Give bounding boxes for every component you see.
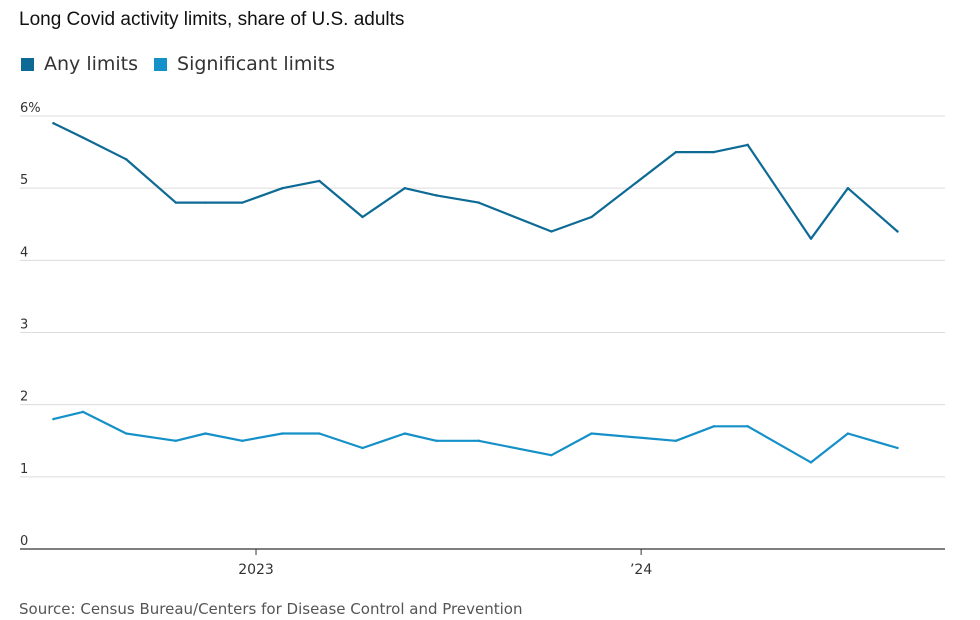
legend-swatch-any-limits [21, 57, 34, 71]
y-tick-label-4: 4 [20, 245, 28, 260]
data-point-s0-3 [174, 201, 178, 204]
y-tick-label-2: 2 [20, 390, 28, 405]
data-point-s1-12 [550, 453, 553, 457]
data-point-s1-14 [674, 439, 678, 442]
data-point-s0-6 [281, 186, 284, 190]
data-point-s0-10 [435, 194, 438, 197]
data-point-s1-15 [712, 425, 716, 428]
x-tick-label-0: 2023 [238, 562, 274, 578]
data-point-s0-16 [746, 143, 749, 147]
data-point-s1-19 [896, 446, 899, 450]
data-point-s0-0 [52, 122, 55, 125]
data-point-s1-3 [174, 439, 178, 442]
data-point-s1-1 [81, 410, 85, 414]
data-point-s1-11 [477, 439, 480, 442]
legend-item-significant-limits: Significant limits [154, 53, 335, 75]
data-point-s0-17 [809, 237, 813, 240]
data-point-s1-10 [435, 439, 438, 442]
y-tick-label-3: 3 [20, 318, 28, 333]
data-point-s1-4 [204, 432, 207, 435]
data-point-s0-4 [204, 201, 207, 204]
data-point-s0-19 [896, 230, 899, 233]
legend-item-any-limits: Any limits [21, 53, 138, 75]
source-note: Source: Census Bureau/Centers for Diseas… [19, 600, 523, 618]
data-point-s1-9 [403, 432, 406, 435]
data-point-s0-5 [241, 201, 244, 204]
data-point-s0-12 [550, 230, 553, 233]
chart-title: Long Covid activity limits, share of U.S… [19, 9, 405, 30]
data-point-s1-7 [318, 432, 321, 435]
chart-legend: Any limits Significant limits [21, 53, 351, 75]
data-point-s0-18 [846, 186, 850, 190]
data-point-s0-1 [81, 136, 85, 139]
data-point-s1-0 [52, 417, 55, 421]
y-tick-label-5: 5 [20, 173, 28, 188]
data-point-s0-7 [318, 179, 321, 183]
data-point-s0-11 [477, 201, 480, 204]
data-point-s1-8 [361, 446, 364, 450]
data-point-s0-9 [403, 186, 406, 190]
x-tick-label-1: ’24 [630, 562, 652, 578]
data-point-s0-15 [712, 150, 716, 154]
data-point-s0-13 [590, 215, 593, 219]
series-line-0 [52, 122, 899, 240]
data-point-s1-17 [809, 461, 813, 464]
y-tick-label-0: 0 [20, 534, 28, 549]
series-line-1 [52, 410, 899, 464]
data-point-s1-13 [590, 432, 593, 435]
data-point-s1-18 [846, 432, 850, 435]
line-chart: 6% 5 4 3 2 1 0 2023 ’24 [20, 101, 945, 578]
data-point-s1-2 [125, 432, 128, 435]
legend-label-any-limits: Any limits [44, 53, 139, 75]
legend-swatch-significant-limits [154, 57, 168, 71]
data-point-s1-16 [746, 425, 749, 428]
y-tick-label-1: 1 [20, 462, 28, 477]
y-tick-label-6: 6% [20, 101, 41, 116]
data-point-s0-8 [361, 215, 364, 219]
data-point-s1-5 [241, 439, 244, 442]
legend-label-significant-limits: Significant limits [177, 53, 336, 75]
data-point-s0-2 [125, 158, 128, 161]
data-point-s0-14 [674, 150, 678, 154]
data-point-s1-6 [281, 432, 284, 435]
